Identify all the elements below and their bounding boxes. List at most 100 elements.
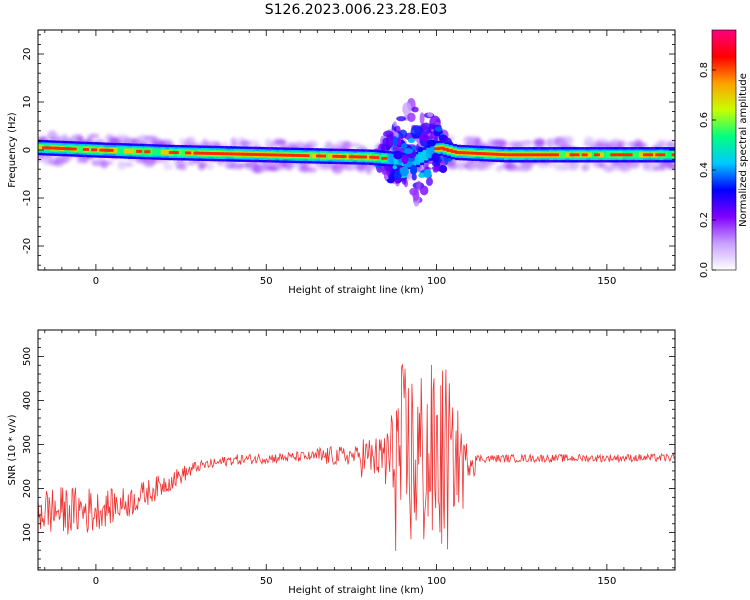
spectrogram-band-cell bbox=[315, 154, 322, 158]
spectrogram-burst bbox=[409, 164, 418, 175]
spectrogram-band-cell bbox=[626, 153, 633, 157]
spectrogram-band-cell bbox=[553, 153, 560, 157]
spectrogram-band-cell bbox=[409, 156, 416, 167]
y-tick-label: 200 bbox=[22, 479, 33, 498]
x-tick-label: 0 bbox=[93, 576, 99, 587]
spectrogram-burst bbox=[423, 168, 432, 179]
spectrogram-band-cell bbox=[332, 154, 339, 158]
spectrogram-halo-blob bbox=[548, 162, 561, 168]
spectrogram-band-cell bbox=[418, 152, 425, 163]
spectrogram-band-cell bbox=[46, 146, 53, 150]
spectrogram-band-cell bbox=[176, 149, 183, 157]
spectrogram-band-cell bbox=[495, 152, 502, 156]
spectrogram-band-cell bbox=[221, 152, 228, 156]
spectrogram-scatter-blob bbox=[412, 188, 420, 201]
spectrogram-halo-blob bbox=[239, 139, 251, 147]
spectrogram-scatter-blob bbox=[392, 121, 397, 127]
spectrogram-band-cell bbox=[610, 153, 617, 157]
spectrogram-band-cell bbox=[344, 154, 351, 160]
spectrogram-band-cell bbox=[156, 148, 163, 156]
snr-x-label: Height of straight line (km) bbox=[288, 585, 424, 596]
spectrogram-band-cell bbox=[503, 153, 510, 157]
spectrogram-band-cell bbox=[671, 153, 675, 157]
spectrogram-band-cell bbox=[544, 153, 551, 157]
spectrogram-halo-blob bbox=[464, 161, 477, 171]
spectrogram-band-cell bbox=[348, 155, 355, 159]
colorbar-tick-label: 0.6 bbox=[699, 112, 710, 128]
spectrogram-halo-blob bbox=[653, 165, 662, 171]
spectrogram-band-cell bbox=[585, 152, 592, 158]
spectrogram-band-cell bbox=[172, 151, 179, 155]
spectrogram-y-label: Frequency (Hz) bbox=[7, 112, 18, 188]
spectrogram-band-cell bbox=[103, 148, 110, 152]
spectrogram-band-cell bbox=[307, 152, 314, 160]
spectrogram-band-cell bbox=[111, 148, 118, 153]
spectrogram-band-cell bbox=[581, 153, 588, 157]
spectrogram-band-cell bbox=[446, 149, 453, 152]
spectrogram-x-label: Height of straight line (km) bbox=[288, 285, 424, 296]
colorbar-frame bbox=[711, 29, 737, 271]
spectrogram-band-cell bbox=[508, 153, 515, 157]
y-tick-label: -10 bbox=[22, 190, 33, 206]
colorbar-ticks: 0.0 0.2 0.4 0.6 0.8 bbox=[699, 62, 716, 278]
spectrogram-band-cell bbox=[471, 151, 478, 155]
spectrogram-band-cell bbox=[132, 147, 139, 155]
spectrogram-band-cell bbox=[320, 154, 327, 158]
spectrogram-halo-blob bbox=[521, 140, 533, 146]
spectrogram-band-cell bbox=[119, 147, 126, 155]
spectrogram-halo-blob bbox=[584, 162, 591, 171]
spectrogram-halo-blob bbox=[300, 164, 309, 171]
spectrogram-band-cell bbox=[87, 146, 94, 154]
y-tick-label: 300 bbox=[22, 435, 33, 454]
spectrogram-band-cell bbox=[659, 153, 666, 157]
x-tick-label: 150 bbox=[597, 576, 616, 587]
snr-ticks: 0 50 100 150 100 200 300 400 500 bbox=[22, 329, 676, 587]
spectrogram-scatter-blob bbox=[411, 106, 419, 113]
spectrogram-band-cell bbox=[279, 153, 286, 157]
spectrogram-halo-blob bbox=[247, 139, 260, 146]
spectrogram-band-cell bbox=[209, 152, 216, 155]
spectrogram-burst bbox=[434, 126, 443, 132]
spectrogram-band-cell bbox=[185, 151, 192, 155]
spectrogram-burst bbox=[417, 147, 424, 152]
spectrogram-panel: 0 50 100 150 -20 -10 0 10 20 Height of straight … bbox=[7, 29, 676, 296]
spectrogram-band-cell bbox=[356, 155, 363, 159]
spectrogram-band-cell bbox=[647, 153, 654, 157]
spectrogram-halo-blob bbox=[230, 142, 241, 148]
spectrogram-band-cell bbox=[152, 148, 159, 156]
spectrogram-band-cell bbox=[430, 145, 437, 157]
spectrogram-band-cell bbox=[62, 147, 69, 151]
spectrogram-halo-blob bbox=[349, 142, 361, 147]
spectrogram-halo-blob bbox=[125, 162, 134, 168]
x-tick-label: 100 bbox=[427, 576, 446, 587]
spectrogram-band-cell bbox=[136, 149, 143, 153]
spectrogram-band-cell bbox=[74, 145, 81, 153]
spectrogram-band-cell bbox=[377, 154, 384, 162]
spectrogram-band-cell bbox=[275, 153, 282, 157]
spectrogram-band-cell bbox=[434, 147, 441, 151]
spectrogram-burst bbox=[392, 136, 399, 146]
spectrogram-halo-blob bbox=[533, 137, 546, 147]
spectrogram-burst bbox=[393, 170, 402, 179]
spectrogram-halo-blob bbox=[493, 138, 508, 146]
spectrogram-halo-blob bbox=[305, 140, 319, 149]
spectrogram-band-cell bbox=[422, 149, 429, 161]
spectrogram-band-cell bbox=[614, 153, 621, 157]
spectrogram-band-cell bbox=[58, 147, 65, 150]
spectrogram-band-cell bbox=[197, 151, 204, 155]
spectrogram-band-cell bbox=[663, 151, 670, 159]
spectrogram-band-cell bbox=[598, 152, 605, 158]
spectrogram-band-cell bbox=[557, 151, 564, 159]
spectrogram-band-cell bbox=[540, 153, 547, 157]
spectrogram-band-cell bbox=[205, 151, 212, 155]
spectrogram-band-cell bbox=[299, 154, 306, 158]
spectrogram-scatter-blob bbox=[426, 177, 433, 186]
spectrogram-band-cell bbox=[634, 151, 641, 159]
x-tick-label: 50 bbox=[260, 276, 273, 287]
x-tick-label: 50 bbox=[260, 576, 273, 587]
spectrogram-halo-blob bbox=[342, 141, 352, 152]
spectrogram-band-cell bbox=[593, 153, 600, 157]
y-tick-label: 10 bbox=[22, 96, 33, 109]
y-tick-label: 500 bbox=[22, 347, 33, 366]
spectrogram-band-cell bbox=[340, 155, 347, 158]
